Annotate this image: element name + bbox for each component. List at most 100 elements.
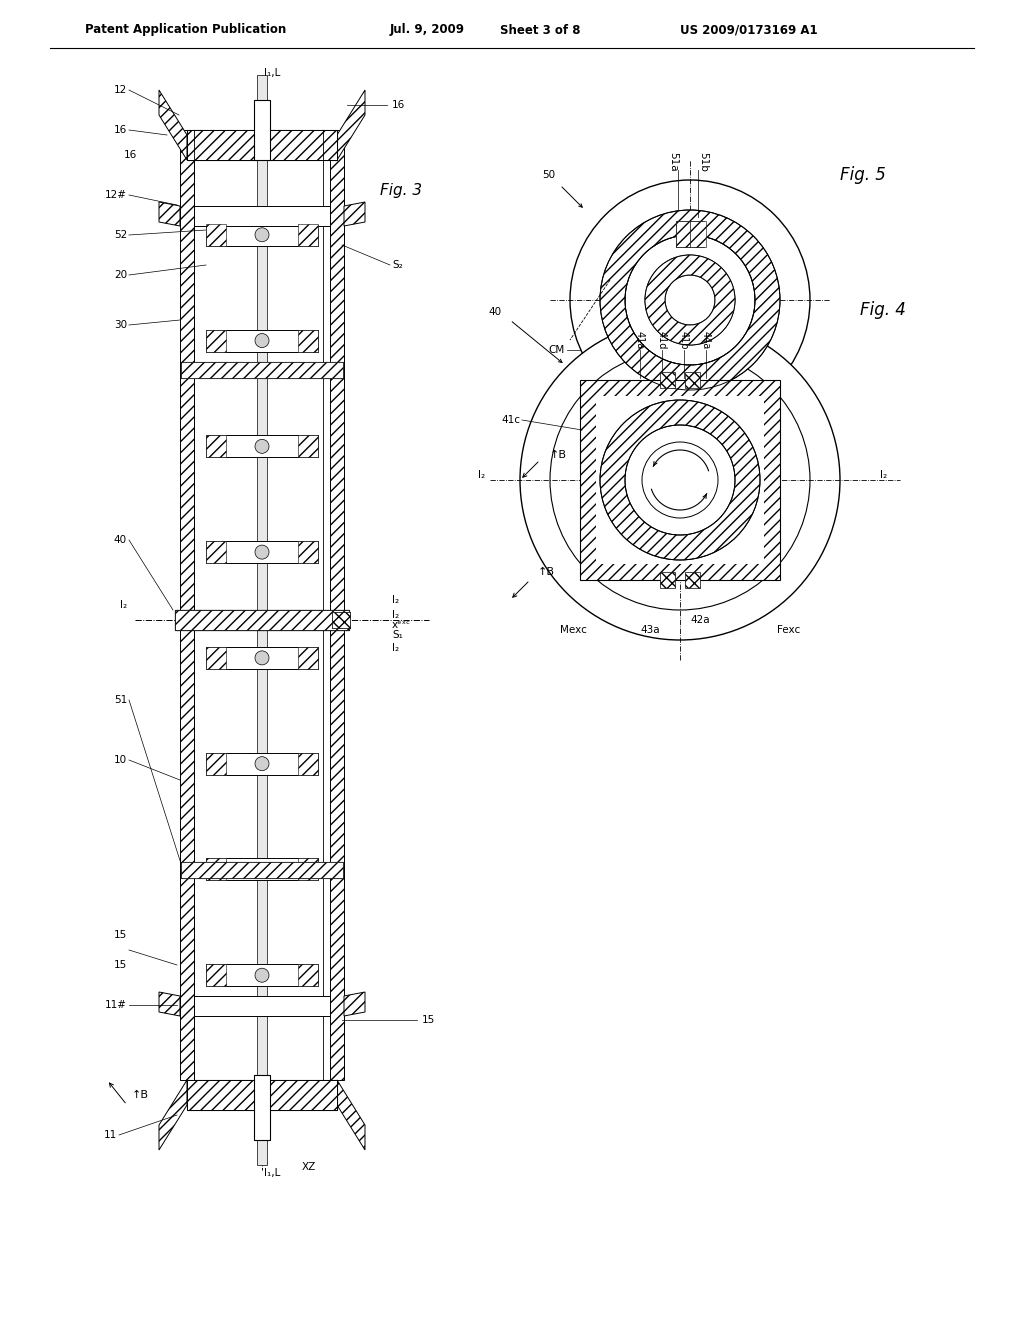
Bar bbox=[254, 100, 270, 160]
Text: l₂: l₂ bbox=[880, 470, 887, 480]
Text: ↑B: ↑B bbox=[550, 450, 567, 459]
Bar bbox=[298, 964, 318, 986]
Bar bbox=[206, 752, 318, 775]
Circle shape bbox=[255, 440, 269, 453]
Bar bbox=[298, 541, 318, 564]
Text: 40: 40 bbox=[114, 535, 127, 545]
Text: Patent Application Publication: Patent Application Publication bbox=[85, 24, 287, 37]
Text: 12: 12 bbox=[114, 84, 127, 95]
Bar bbox=[206, 541, 225, 564]
Text: 15: 15 bbox=[114, 960, 127, 970]
Bar bbox=[330, 129, 344, 1080]
Bar bbox=[298, 752, 318, 775]
Text: l₂: l₂ bbox=[478, 470, 485, 480]
Text: 52: 52 bbox=[114, 230, 127, 240]
Circle shape bbox=[645, 255, 735, 345]
Bar bbox=[206, 752, 225, 775]
Bar bbox=[206, 541, 318, 564]
Text: 41b: 41b bbox=[679, 331, 689, 350]
Text: 15: 15 bbox=[422, 1015, 435, 1026]
Bar bbox=[187, 129, 337, 160]
Polygon shape bbox=[337, 90, 365, 160]
Text: l₂: l₂ bbox=[120, 601, 127, 610]
Circle shape bbox=[665, 275, 715, 325]
Text: S₁: S₁ bbox=[392, 630, 402, 640]
Text: 12#: 12# bbox=[105, 190, 127, 201]
Text: xᵉˣᶜ: xᵉˣᶜ bbox=[392, 620, 411, 630]
Text: 15: 15 bbox=[114, 931, 127, 940]
Bar bbox=[181, 362, 343, 378]
Circle shape bbox=[570, 180, 810, 420]
Text: US 2009/0173169 A1: US 2009/0173169 A1 bbox=[680, 24, 817, 37]
Bar bbox=[175, 610, 349, 630]
Circle shape bbox=[255, 651, 269, 665]
Text: Fexc: Fexc bbox=[777, 624, 800, 635]
Bar bbox=[206, 436, 225, 457]
Text: 11: 11 bbox=[103, 1130, 117, 1140]
Text: l₂: l₂ bbox=[392, 643, 399, 653]
Text: 51: 51 bbox=[114, 696, 127, 705]
Text: 41c: 41c bbox=[501, 414, 520, 425]
Text: 10: 10 bbox=[114, 755, 127, 766]
Circle shape bbox=[255, 228, 269, 242]
Text: 40: 40 bbox=[488, 308, 502, 317]
Text: Fig. 3: Fig. 3 bbox=[380, 182, 422, 198]
Polygon shape bbox=[159, 993, 180, 1016]
Text: Mexc: Mexc bbox=[560, 624, 587, 635]
Bar bbox=[206, 330, 318, 351]
Polygon shape bbox=[344, 993, 365, 1016]
Text: 51a: 51a bbox=[668, 152, 678, 172]
Bar bbox=[206, 224, 225, 246]
Bar bbox=[298, 647, 318, 669]
Circle shape bbox=[642, 442, 718, 517]
Text: 43a: 43a bbox=[640, 624, 659, 635]
Polygon shape bbox=[344, 202, 365, 226]
Text: 42a: 42a bbox=[690, 615, 710, 624]
Text: 44a: 44a bbox=[701, 331, 711, 348]
Bar bbox=[298, 858, 318, 880]
Bar bbox=[685, 372, 700, 388]
Bar bbox=[660, 372, 675, 388]
Circle shape bbox=[255, 969, 269, 982]
Text: 16: 16 bbox=[114, 125, 127, 135]
Polygon shape bbox=[159, 1080, 187, 1150]
Text: ↑B: ↑B bbox=[538, 568, 555, 577]
Circle shape bbox=[550, 350, 810, 610]
Text: 20: 20 bbox=[114, 271, 127, 280]
Text: 16: 16 bbox=[124, 150, 137, 160]
Bar bbox=[181, 362, 343, 378]
Polygon shape bbox=[337, 1080, 365, 1150]
Text: Fig. 5: Fig. 5 bbox=[840, 166, 886, 183]
Bar bbox=[181, 862, 343, 878]
Bar bbox=[187, 1080, 337, 1110]
Text: 50: 50 bbox=[542, 170, 555, 180]
Circle shape bbox=[255, 756, 269, 771]
Bar bbox=[180, 129, 194, 1080]
Text: Jul. 9, 2009: Jul. 9, 2009 bbox=[390, 24, 465, 37]
Text: 51b: 51b bbox=[698, 152, 708, 172]
Bar bbox=[676, 220, 705, 247]
Bar bbox=[181, 862, 343, 878]
Bar bbox=[580, 380, 780, 579]
Text: 16: 16 bbox=[392, 100, 406, 110]
Text: Sheet 3 of 8: Sheet 3 of 8 bbox=[500, 24, 581, 37]
Bar bbox=[298, 224, 318, 246]
Bar bbox=[660, 572, 675, 587]
Text: CM: CM bbox=[549, 345, 565, 355]
Bar bbox=[206, 858, 225, 880]
Text: l₂: l₂ bbox=[392, 610, 399, 620]
Text: ↑B: ↑B bbox=[132, 1090, 150, 1100]
Text: 41d: 41d bbox=[657, 331, 667, 350]
Bar bbox=[254, 1074, 270, 1140]
Text: I₁,L: I₁,L bbox=[264, 69, 281, 78]
Circle shape bbox=[255, 862, 269, 876]
Bar bbox=[332, 612, 350, 628]
Bar bbox=[206, 647, 318, 669]
Text: 41a: 41a bbox=[635, 331, 645, 348]
Text: I₁,L: I₁,L bbox=[264, 1168, 281, 1177]
Bar bbox=[206, 224, 318, 246]
Bar bbox=[690, 220, 706, 247]
Text: 30: 30 bbox=[114, 319, 127, 330]
Bar bbox=[676, 220, 690, 247]
Bar bbox=[194, 997, 330, 1016]
